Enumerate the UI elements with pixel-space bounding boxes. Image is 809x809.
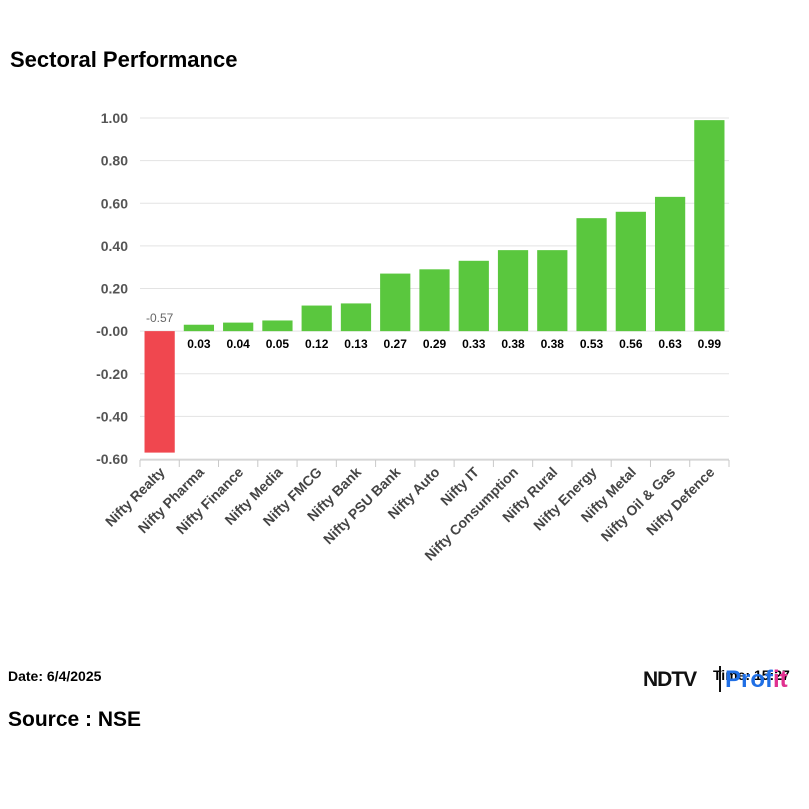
data-label: 0.13 [344,337,368,351]
chart-title: Sectoral Performance [10,47,238,72]
bar [654,196,686,332]
y-tick-label: 1.00 [101,110,128,126]
date-label: Date: 6/4/2025 [8,668,102,684]
logo-separator [719,666,721,692]
data-label: -0.57 [146,311,174,325]
data-label: 0.03 [187,337,211,351]
bar [380,273,411,332]
bar [537,250,568,332]
y-tick-label: -0.60 [96,451,128,467]
data-label: 0.99 [698,337,722,351]
x-tick-label: Nifty Defence [643,464,718,539]
source-label: Source : NSE [8,708,142,731]
logo-profit-text: Profit [725,666,788,694]
bar [223,322,254,332]
bar [262,320,293,332]
logo-profit-part-b: it [773,666,788,693]
bar [144,331,175,453]
data-label: 0.05 [266,337,290,351]
y-tick-label: 0.20 [101,281,128,297]
bar [615,211,646,332]
bar [183,324,215,332]
y-tick-label: 0.60 [101,195,128,211]
bar [497,250,529,332]
bar [301,305,332,332]
logo-profit-part-a: Prof [725,666,773,693]
bar [419,269,450,332]
ndtv-profit-logo: NDTV Time: 15:27 Profit [643,666,803,694]
data-label: 0.12 [305,337,329,351]
data-label: 0.38 [541,337,565,351]
data-label: 0.38 [501,337,525,351]
y-tick-label: 0.40 [101,238,128,254]
y-tick-label: -0.00 [96,323,128,339]
bar [694,120,725,332]
data-label: 0.29 [423,337,447,351]
data-label: 0.27 [384,337,408,351]
time-label: Time: 15:27 [713,667,790,683]
y-tick-label: -0.20 [96,366,128,382]
logo-ndtv-text: NDTV [643,668,697,691]
data-label: 0.56 [619,337,643,351]
data-label: 0.04 [226,337,250,351]
y-tick-label: 0.80 [101,153,128,169]
bar [576,218,607,332]
bar [340,303,372,332]
data-label: 0.63 [658,337,682,351]
y-tick-label: -0.40 [96,408,128,424]
data-label: 0.33 [462,337,486,351]
data-label: 0.53 [580,337,604,351]
bar-chart: 1.00 0.80 0.60 0.40 0.20 -0.00 -0.20 -0.40 -0.60… [96,110,730,564]
bar [458,260,489,332]
